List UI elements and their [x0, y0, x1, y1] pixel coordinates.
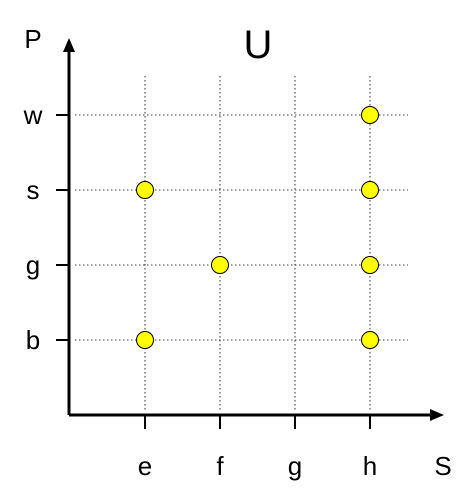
data-point-h-b — [361, 331, 379, 349]
x-axis-arrow — [430, 409, 444, 421]
data-point-h-g — [361, 256, 379, 274]
x-axis-label: S — [434, 451, 451, 481]
data-point-h-s — [361, 181, 379, 199]
grid — [75, 76, 408, 412]
x-tick-label-g: g — [288, 451, 302, 481]
x-tick-label-e: e — [138, 451, 152, 481]
data-point-e-b — [136, 331, 154, 349]
data-point-h-w — [361, 106, 379, 124]
data-points — [136, 106, 379, 349]
data-point-f-g — [211, 256, 229, 274]
x-tick-label-f: f — [216, 451, 224, 481]
y-tick-label-s: s — [27, 175, 40, 205]
data-point-e-s — [136, 181, 154, 199]
y-axis-label: P — [24, 24, 41, 54]
y-axis-arrow — [63, 38, 75, 52]
y-tick-label-w: w — [23, 100, 43, 130]
x-tick-label-h: h — [363, 451, 377, 481]
axes — [63, 38, 444, 421]
chart-title: U — [244, 23, 273, 67]
y-tick-label-g: g — [26, 250, 40, 280]
y-tick-label-b: b — [26, 325, 40, 355]
ticks: e f g h b g s w — [23, 100, 378, 481]
